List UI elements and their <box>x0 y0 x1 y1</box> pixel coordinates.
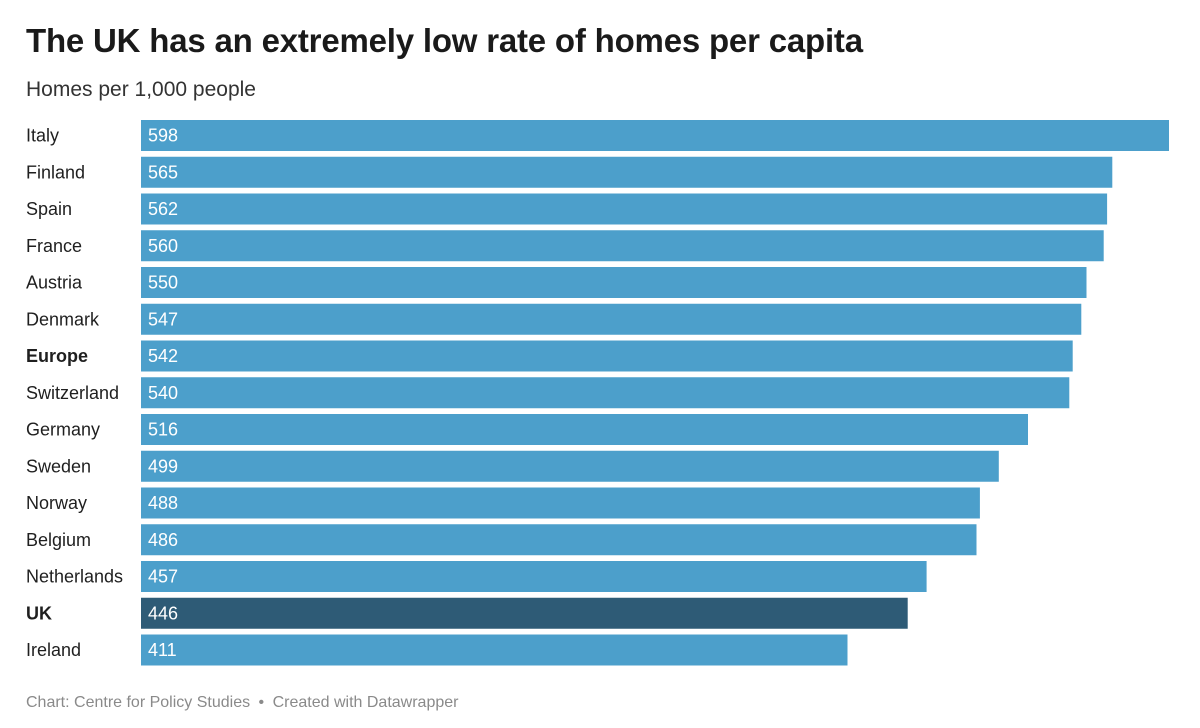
bar <box>141 156 1113 188</box>
bar <box>141 267 1087 298</box>
value-label: 550 <box>148 273 178 293</box>
bar-row-spain: Spain 562 <box>26 193 1108 225</box>
value-label: 560 <box>148 236 178 256</box>
category-label: Norway <box>26 493 87 513</box>
bar-row-italy: Italy 598 <box>26 120 1169 151</box>
bar <box>141 524 977 556</box>
category-label: Finland <box>26 162 85 182</box>
credit-note: Created with Datawrapper <box>272 694 459 711</box>
chart-footer: Chart: Centre for Policy Studies • Creat… <box>26 694 458 712</box>
category-label: Ireland <box>26 640 81 660</box>
value-label: 540 <box>148 383 178 403</box>
value-label: 542 <box>148 346 178 366</box>
bar-row-uk: UK 446 <box>26 597 908 629</box>
bar-row-netherlands: Netherlands 457 <box>26 561 927 592</box>
category-label: Belgium <box>26 530 91 550</box>
value-label: 446 <box>148 603 178 623</box>
chart-subtitle: Homes per 1,000 people <box>26 78 256 101</box>
bar <box>141 634 848 666</box>
value-label: 457 <box>148 567 178 587</box>
bar-row-austria: Austria 550 <box>26 267 1087 298</box>
bar-row-switzerland: Switzerland 540 <box>26 377 1070 409</box>
chart-title: The UK has an extremely low rate of home… <box>26 22 863 59</box>
bar <box>141 561 927 592</box>
bar-row-finland: Finland 565 <box>26 156 1113 188</box>
category-label: Spain <box>26 199 72 219</box>
bar-row-france: France 560 <box>26 230 1104 262</box>
bar-row-ireland: Ireland 411 <box>26 634 848 666</box>
bar <box>141 450 999 482</box>
category-label: Switzerland <box>26 383 119 403</box>
category-label: UK <box>26 603 52 623</box>
bar <box>141 230 1104 262</box>
category-label: Netherlands <box>26 567 123 587</box>
bar-row-germany: Germany 516 <box>26 414 1028 445</box>
category-label: Denmark <box>26 309 100 329</box>
bar <box>141 597 908 629</box>
bar <box>141 193 1108 225</box>
bar <box>141 414 1028 445</box>
bar-row-norway: Norway 488 <box>26 487 980 519</box>
bar <box>141 377 1070 409</box>
value-label: 499 <box>148 456 178 476</box>
footer-separator: • <box>258 694 265 711</box>
source-note: Chart: Centre for Policy Studies <box>26 694 251 711</box>
category-label: Italy <box>26 126 59 146</box>
value-label: 486 <box>148 530 178 550</box>
value-label: 598 <box>148 126 178 146</box>
value-label: 488 <box>148 493 178 513</box>
value-label: 547 <box>148 309 178 329</box>
bar <box>141 340 1073 372</box>
bar <box>141 303 1082 335</box>
bar <box>141 487 980 519</box>
category-label: Sweden <box>26 456 91 476</box>
bar-row-europe: Europe 542 <box>26 340 1073 372</box>
category-label: France <box>26 236 82 256</box>
value-label: 565 <box>148 162 178 182</box>
bar-row-sweden: Sweden 499 <box>26 450 999 482</box>
category-label: Austria <box>26 273 83 293</box>
value-label: 516 <box>148 420 178 440</box>
bar <box>141 120 1169 151</box>
bar-row-belgium: Belgium 486 <box>26 524 977 556</box>
value-label: 562 <box>148 199 178 219</box>
bar-row-denmark: Denmark 547 <box>26 303 1082 335</box>
category-label: Europe <box>26 346 88 366</box>
category-label: Germany <box>26 420 100 440</box>
value-label: 411 <box>148 640 177 660</box>
